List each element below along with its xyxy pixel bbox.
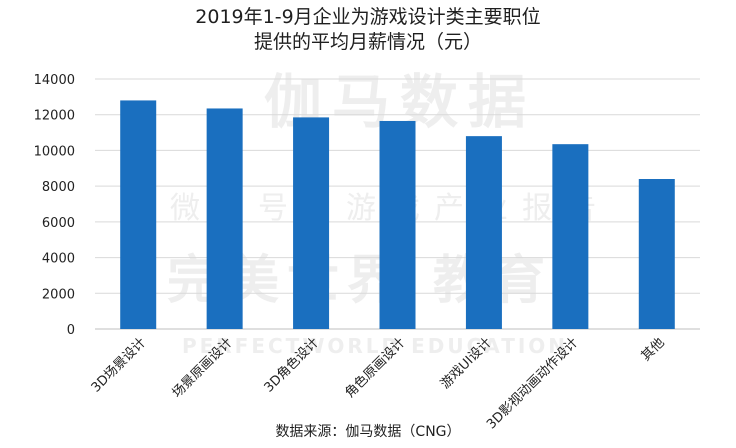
chart-title-line-2: 提供的平均月薪情况（元） (253, 31, 482, 53)
x-tick-label: 其他 (639, 335, 668, 364)
gridlines (95, 78, 700, 330)
bar (552, 144, 589, 329)
y-tick-label: 14000 (34, 73, 75, 88)
bar (206, 108, 243, 329)
bar (638, 179, 675, 329)
y-tick-label: 2000 (42, 287, 75, 302)
source-note: 数据来源：伽马数据（CNG） (275, 424, 461, 440)
y-axis-ticks: 0 2000 4000 6000 8000 10000 12000 14000 (34, 73, 75, 338)
bar (379, 120, 416, 329)
bar (293, 117, 330, 330)
chart-title: 2019年1-9月企业为游戏设计类主要职位 提供的平均月薪情况（元） (0, 5, 736, 55)
bar (465, 136, 502, 329)
y-tick-label: 12000 (34, 109, 75, 124)
y-tick-label: 10000 (34, 144, 75, 159)
chart-title-line-1: 2019年1-9月企业为游戏设计类主要职位 (195, 6, 541, 28)
y-tick-label: 0 (67, 323, 75, 338)
x-tick-label: 3D场景设计 (89, 335, 149, 395)
bars (120, 100, 675, 330)
y-tick-label: 6000 (42, 216, 75, 231)
y-tick-label: 8000 (42, 180, 75, 195)
bar (120, 100, 157, 329)
watermark-text: PERFECTWORLD EDUCATION (182, 334, 568, 358)
y-tick-label: 4000 (42, 252, 75, 267)
